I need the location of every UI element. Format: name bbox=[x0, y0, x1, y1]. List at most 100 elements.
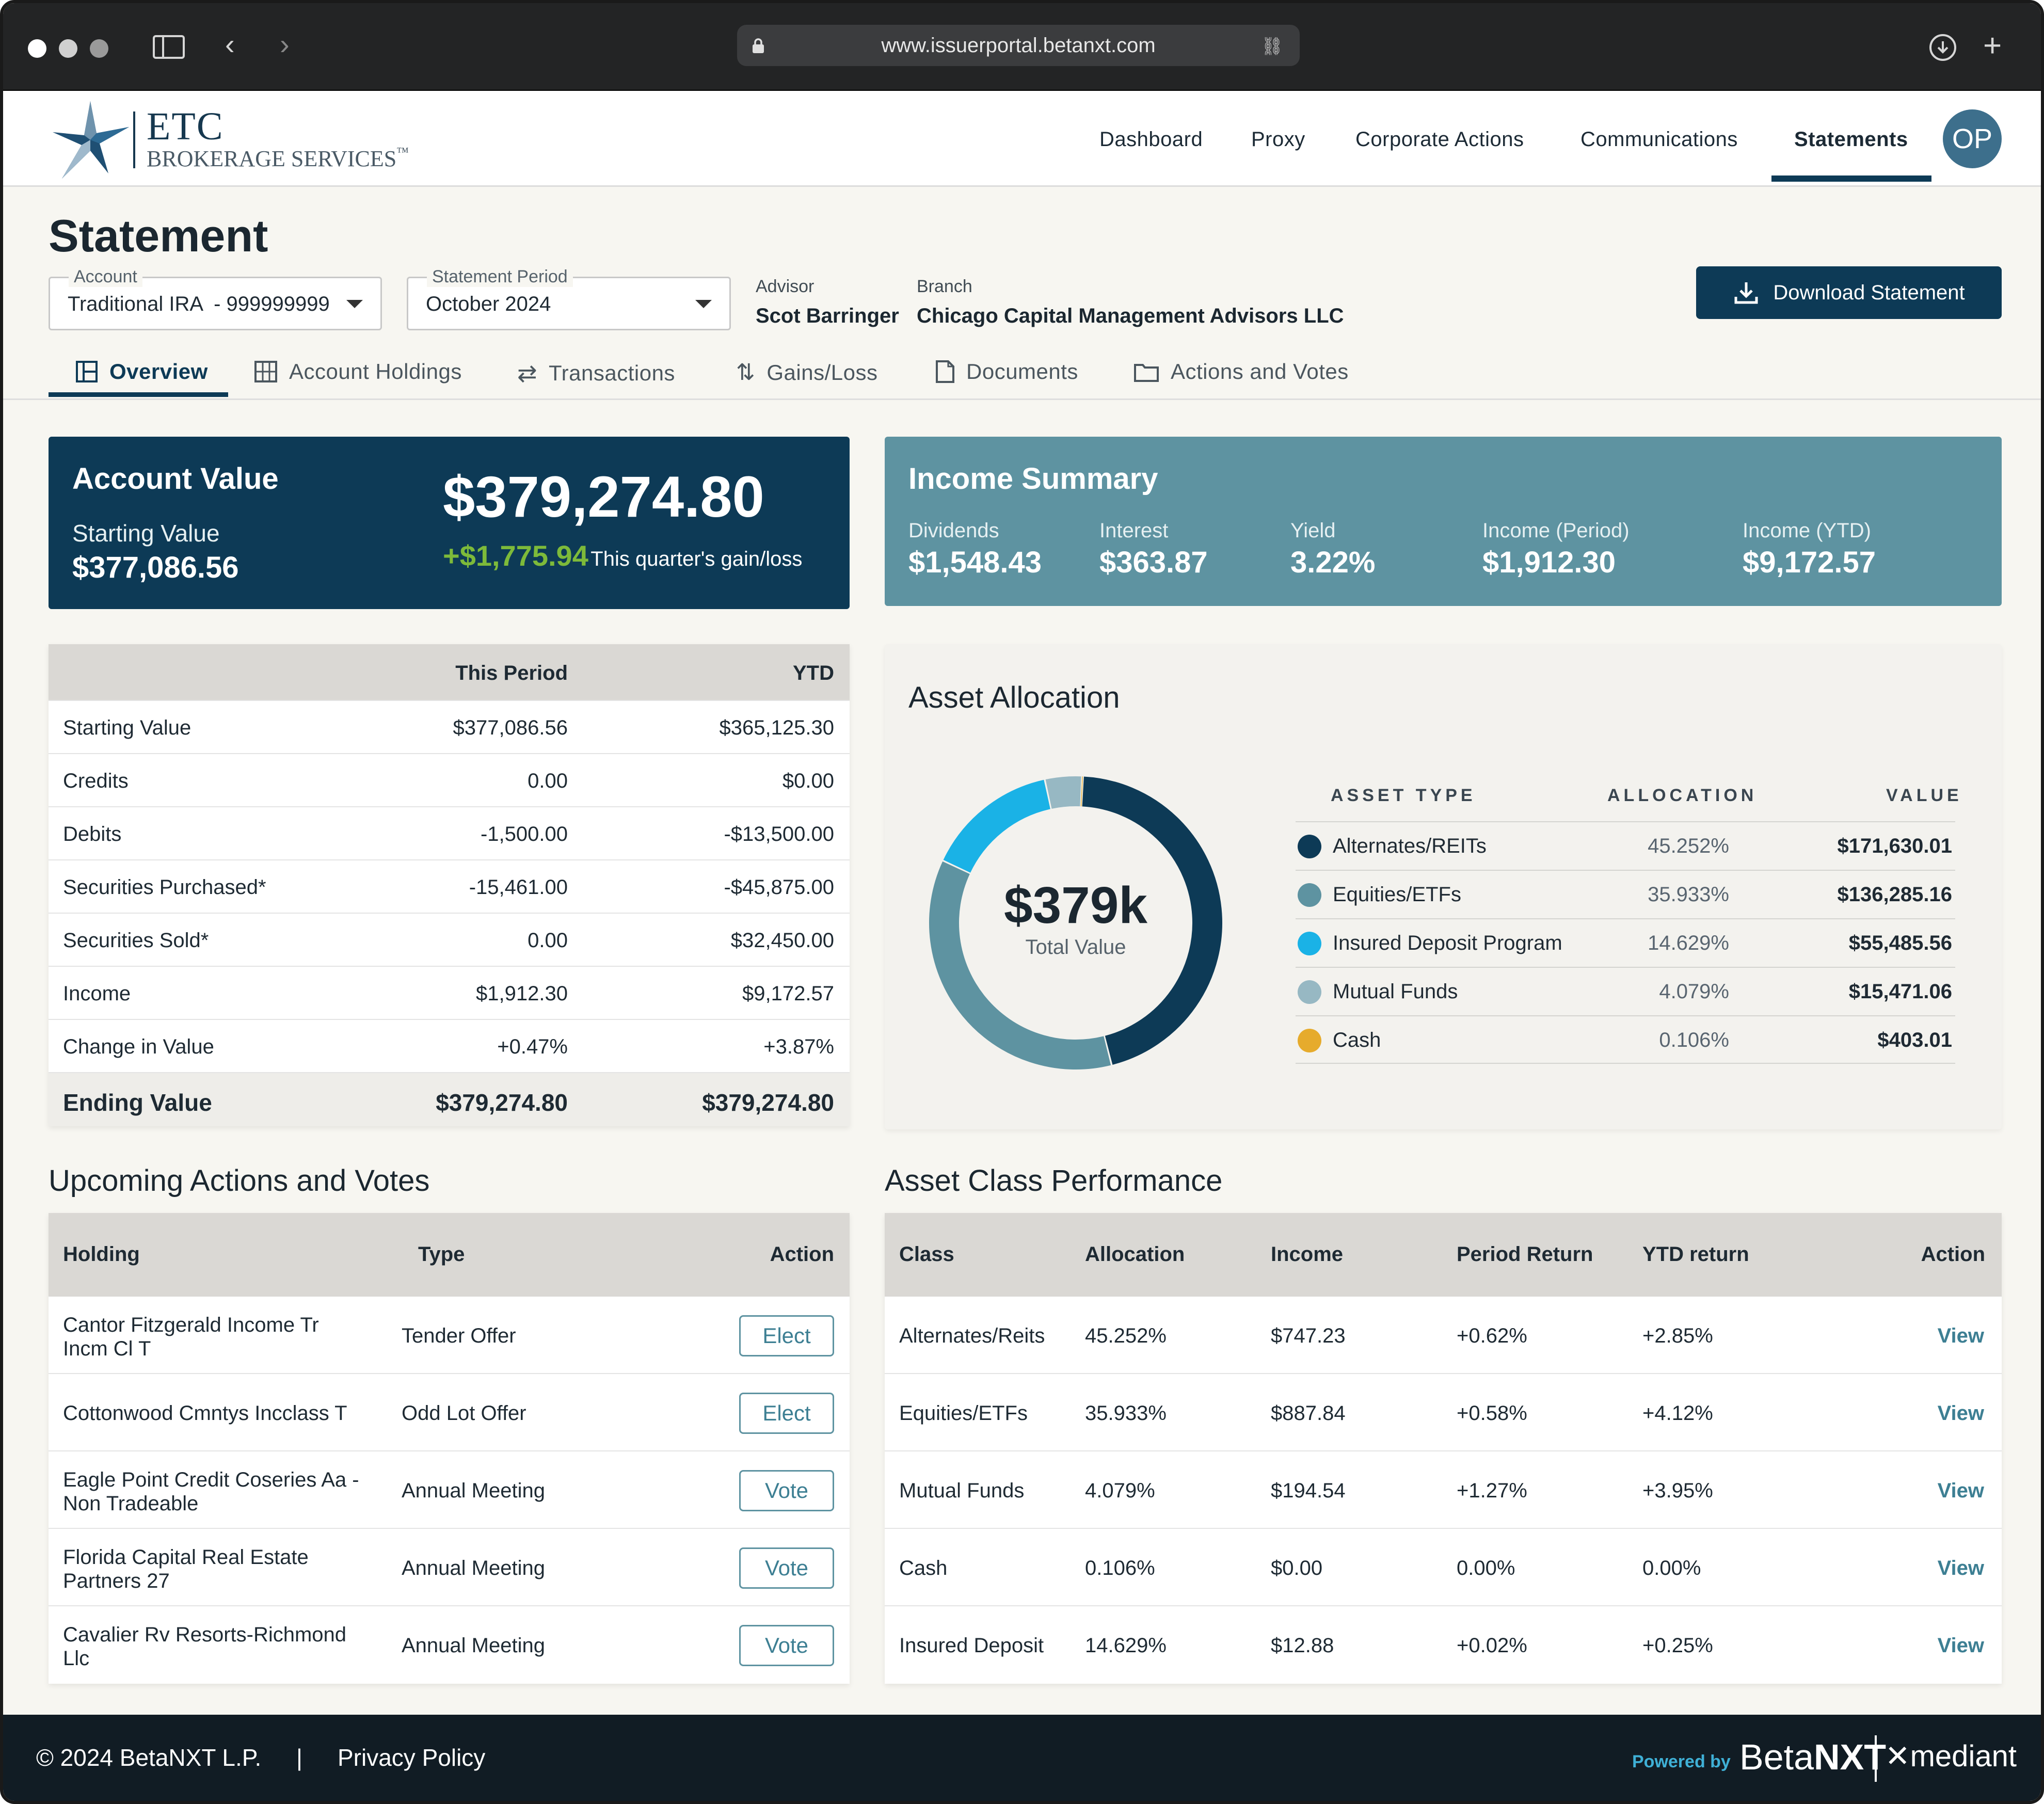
gain-value: +$1,775.94 bbox=[443, 539, 588, 572]
url-text: www.issuerportal.betanxt.com bbox=[881, 34, 1156, 57]
address-bar[interactable]: www.issuerportal.betanxt.com ⛓ bbox=[737, 25, 1300, 66]
asset-allocation-card: Asset Allocation $379k Total Value ASSET… bbox=[885, 644, 2002, 1129]
legend-swatch bbox=[1298, 835, 1321, 858]
income-period-value: $1,912.30 bbox=[1482, 546, 1616, 579]
table-row: Florida Capital Real Estate Partners 27 A… bbox=[49, 1529, 850, 1606]
nav-proxy[interactable]: Proxy bbox=[1251, 128, 1305, 151]
interest-label: Interest bbox=[1099, 519, 1169, 542]
tab-transactions[interactable]: ⇄ Transactions bbox=[517, 359, 675, 387]
app-header: ETC BROKERAGE SERVICES™ Dashboard Proxy … bbox=[3, 91, 2041, 187]
table-row: Change in Value +0.47% +3.87% bbox=[49, 1020, 850, 1073]
table-row: Insured Deposit 14.629% $12.88 +0.02% +0… bbox=[899, 1634, 1984, 1657]
view-link[interactable]: View bbox=[1937, 1402, 1984, 1425]
legend-swatch bbox=[1298, 932, 1321, 955]
sidebar-toggle-icon[interactable] bbox=[153, 35, 185, 59]
elect-button[interactable]: Elect bbox=[739, 1393, 834, 1434]
legend-header-allocation: ALLOCATION bbox=[1607, 786, 1758, 805]
logo-divider bbox=[133, 111, 135, 168]
yield-value: 3.22% bbox=[1290, 546, 1376, 579]
brand-logo[interactable] bbox=[46, 96, 150, 184]
view-link[interactable]: View bbox=[1937, 1324, 1984, 1347]
back-chevron-icon[interactable]: ‹ bbox=[225, 28, 235, 60]
asset-allocation-title: Asset Allocation bbox=[908, 681, 1120, 714]
brand-subtitle: BROKERAGE SERVICES™ bbox=[147, 146, 409, 171]
legend-row: Mutual Funds 4.079% $15,471.06 bbox=[1296, 967, 1955, 1015]
user-avatar[interactable]: OP bbox=[1943, 109, 2002, 168]
chevron-down-icon bbox=[695, 300, 712, 308]
browser-toolbar: ‹ › www.issuerportal.betanxt.com ⛓ + bbox=[3, 3, 2041, 91]
window-close-button[interactable] bbox=[28, 39, 46, 58]
view-link[interactable]: View bbox=[1937, 1557, 1984, 1579]
period-label: Statement Period bbox=[427, 267, 573, 287]
table-row: Income $1,912.30 $9,172.57 bbox=[49, 967, 850, 1020]
link-icon[interactable]: ⛓ bbox=[1260, 37, 1283, 56]
tab-overview[interactable]: Overview bbox=[75, 359, 208, 384]
advisor-label: Advisor bbox=[756, 277, 815, 296]
vote-button[interactable]: Vote bbox=[739, 1547, 834, 1589]
donut-segments bbox=[929, 776, 1222, 1069]
dividends-label: Dividends bbox=[908, 519, 999, 542]
table-row: Debits -1,500.00 -$13,500.00 bbox=[49, 807, 850, 860]
up-down-arrows-icon: ⇅ bbox=[736, 360, 756, 385]
star-logo-icon bbox=[53, 101, 129, 179]
account-select[interactable]: Account Traditional IRA - 999999999 bbox=[49, 267, 382, 330]
account-label: Account bbox=[69, 267, 142, 287]
statement-period-select[interactable]: Statement Period October 2024 bbox=[407, 267, 731, 330]
tab-documents[interactable]: Documents bbox=[935, 359, 1078, 384]
table-row: Cottonwood Cmntys Incclass T Odd Lot Off… bbox=[49, 1374, 850, 1451]
donut-slice-insured-deposit-program[interactable] bbox=[943, 779, 1051, 873]
nav-dashboard[interactable]: Dashboard bbox=[1099, 128, 1203, 151]
legend-row: Cash 0.106% $403.01 bbox=[1296, 1015, 1955, 1064]
forward-chevron-icon[interactable]: › bbox=[280, 28, 290, 60]
legend-row: Insured Deposit Program 14.629% $55,485.… bbox=[1296, 918, 1955, 967]
view-link[interactable]: View bbox=[1937, 1479, 1984, 1502]
income-ytd-value: $9,172.57 bbox=[1743, 546, 1876, 579]
tab-transactions-label: Transactions bbox=[549, 361, 675, 385]
mediant-logo: ✕mediant bbox=[1885, 1739, 2017, 1773]
vote-button[interactable]: Vote bbox=[739, 1625, 834, 1666]
legend-swatch bbox=[1298, 1029, 1321, 1052]
account-summary-table: This Period YTD Starting Value $377,086.5… bbox=[49, 644, 850, 1126]
income-summary-title: Income Summary bbox=[908, 462, 1158, 496]
donut-slice-equities-etfs[interactable] bbox=[929, 861, 1111, 1069]
downloads-icon[interactable] bbox=[1929, 34, 1956, 61]
download-statement-button[interactable]: Download Statement bbox=[1696, 266, 2002, 319]
holding-name: Cottonwood Cmntys Incclass T bbox=[63, 1402, 347, 1425]
elect-button[interactable]: Elect bbox=[739, 1315, 834, 1356]
document-icon bbox=[936, 360, 954, 383]
upcoming-actions-table: Holding Type Action Cantor Fitzgerald In… bbox=[49, 1213, 850, 1684]
account-value: Traditional IRA - 999999999 bbox=[68, 293, 330, 315]
new-tab-icon[interactable]: + bbox=[1983, 28, 2002, 63]
tab-holdings-label: Account Holdings bbox=[289, 359, 462, 384]
asset-class-performance-table: Class Allocation Income Period Return YT… bbox=[885, 1213, 2002, 1684]
vote-button[interactable]: Vote bbox=[739, 1470, 834, 1511]
table-row: Securities Purchased* -15,461.00 -$45,875.… bbox=[49, 860, 850, 914]
table-row: Starting Value $377,086.56 $365,125.30 bbox=[49, 701, 850, 754]
legend-row: Alternates/REITs 45.252% $171,630.01 bbox=[1296, 821, 1955, 870]
nav-communications[interactable]: Communications bbox=[1580, 128, 1738, 151]
account-value-title: Account Value bbox=[72, 462, 279, 496]
tab-gains-loss[interactable]: ⇅ Gains/Loss bbox=[736, 359, 877, 386]
donut-slice-mutual-funds[interactable] bbox=[1045, 776, 1081, 809]
privacy-policy-link[interactable]: Privacy Policy bbox=[338, 1744, 486, 1771]
download-icon bbox=[1734, 282, 1758, 304]
tab-account-holdings[interactable]: Account Holdings bbox=[254, 359, 462, 384]
donut-slice-alternates-reits[interactable] bbox=[1082, 776, 1222, 1065]
nav-statements[interactable]: Statements bbox=[1794, 128, 1908, 151]
account-value-card: Account Value Starting Value $377,086.56… bbox=[49, 437, 850, 609]
window-zoom-button[interactable] bbox=[90, 39, 108, 58]
footer-separator: | bbox=[296, 1744, 302, 1771]
tab-gains-label: Gains/Loss bbox=[766, 360, 878, 385]
gain-loss-line: +$1,775.94 This quarter's gain/loss bbox=[443, 539, 802, 572]
starting-value: $377,086.56 bbox=[72, 551, 239, 584]
tab-actions-votes[interactable]: Actions and Votes bbox=[1133, 359, 1349, 384]
table-header: Class Allocation Income Period Return YT… bbox=[885, 1213, 2002, 1297]
window-minimize-button[interactable] bbox=[59, 39, 77, 58]
dividends-value: $1,548.43 bbox=[908, 546, 1042, 579]
view-link[interactable]: View bbox=[1937, 1634, 1984, 1657]
lock-icon bbox=[752, 36, 765, 53]
table-row: Eagle Point Credit Coseries Aa - Non Trad… bbox=[49, 1451, 850, 1529]
table-header: This Period YTD bbox=[49, 644, 850, 701]
nav-corporate-actions[interactable]: Corporate Actions bbox=[1355, 128, 1524, 151]
